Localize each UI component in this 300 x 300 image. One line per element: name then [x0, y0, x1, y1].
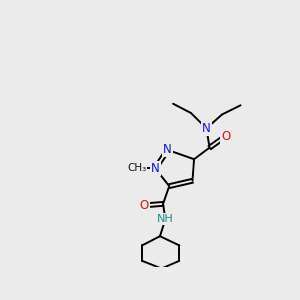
Text: NH: NH: [157, 214, 174, 224]
Text: O: O: [221, 130, 230, 142]
Text: CH₃: CH₃: [127, 164, 146, 173]
Text: O: O: [140, 199, 149, 212]
Text: N: N: [202, 122, 211, 135]
Text: N: N: [163, 143, 172, 157]
Text: N: N: [151, 162, 160, 175]
